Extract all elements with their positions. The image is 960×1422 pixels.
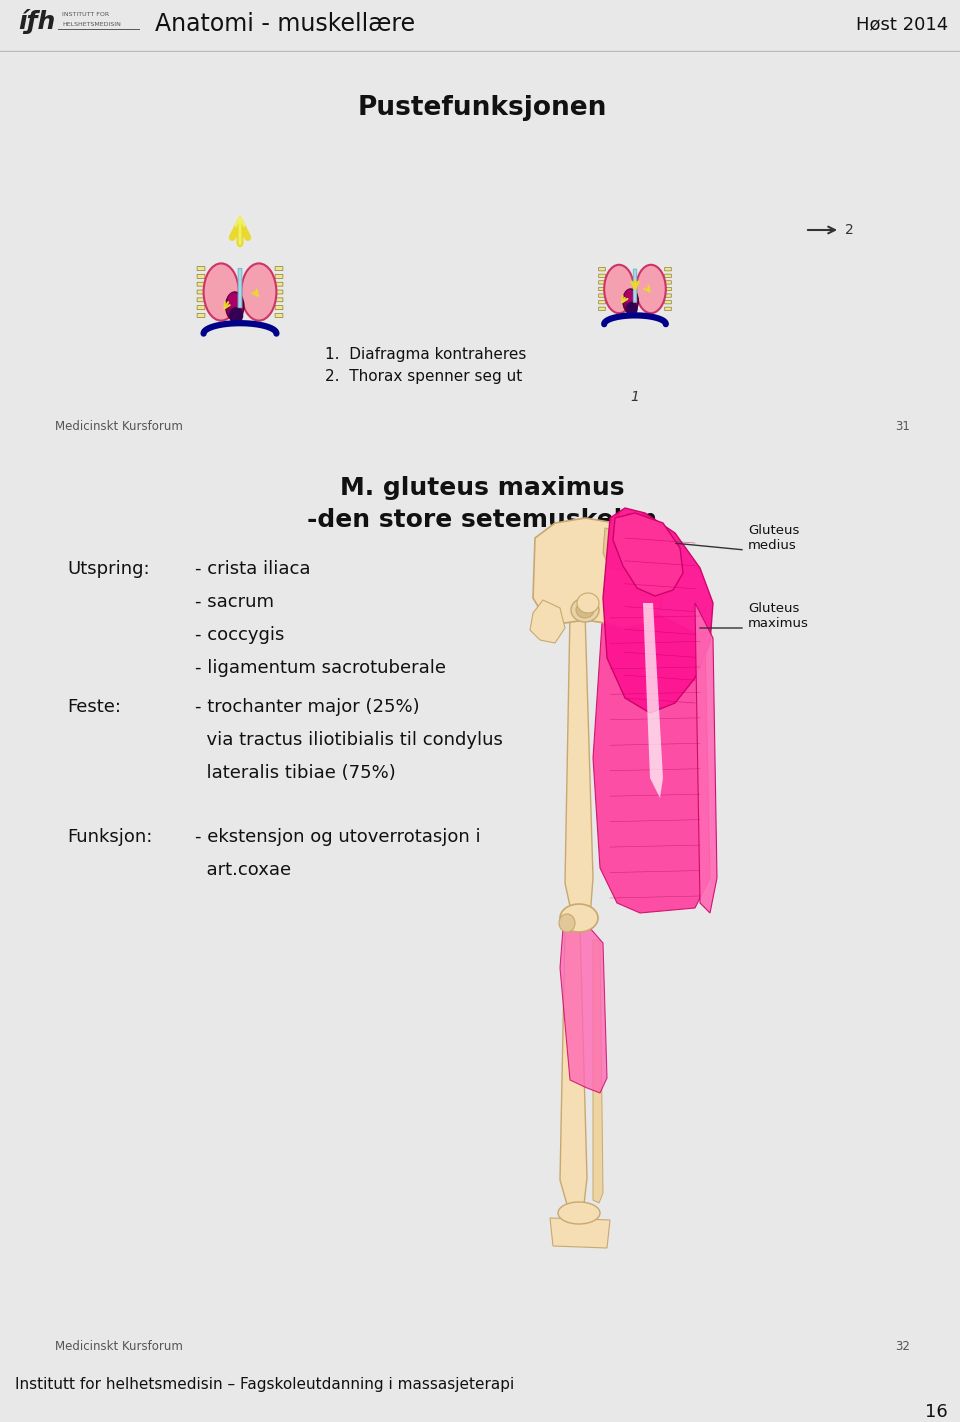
Polygon shape <box>613 513 683 596</box>
Ellipse shape <box>626 301 637 316</box>
Ellipse shape <box>560 904 598 931</box>
FancyBboxPatch shape <box>599 267 606 270</box>
Polygon shape <box>643 603 663 798</box>
Polygon shape <box>603 508 713 712</box>
Text: Pustefunksjonen: Pustefunksjonen <box>357 95 607 121</box>
FancyBboxPatch shape <box>197 297 204 301</box>
Text: 31: 31 <box>895 421 910 434</box>
FancyBboxPatch shape <box>599 280 606 284</box>
Ellipse shape <box>576 602 594 619</box>
FancyBboxPatch shape <box>599 287 606 290</box>
FancyBboxPatch shape <box>664 294 671 297</box>
Text: Gluteus
maximus: Gluteus maximus <box>748 602 809 630</box>
Polygon shape <box>560 929 587 1214</box>
Text: Medicinskt Kursforum: Medicinskt Kursforum <box>55 421 182 434</box>
Text: - crista iliaca: - crista iliaca <box>195 560 310 577</box>
FancyBboxPatch shape <box>197 290 204 294</box>
FancyBboxPatch shape <box>634 269 636 303</box>
Polygon shape <box>695 603 717 913</box>
Text: via tractus iliotibialis til condylus: via tractus iliotibialis til condylus <box>195 731 503 749</box>
Text: - sacrum: - sacrum <box>195 593 274 611</box>
Text: -den store setemuskelen: -den store setemuskelen <box>307 508 657 532</box>
Ellipse shape <box>636 264 666 313</box>
Text: Feste:: Feste: <box>67 698 121 717</box>
Text: HELSHETSMEDISIN: HELSHETSMEDISIN <box>62 21 121 27</box>
Text: lateralis tibiae (75%): lateralis tibiae (75%) <box>195 764 396 782</box>
Text: art.coxae: art.coxae <box>195 860 291 879</box>
FancyBboxPatch shape <box>599 300 606 304</box>
FancyBboxPatch shape <box>599 274 606 277</box>
Polygon shape <box>530 600 565 643</box>
FancyBboxPatch shape <box>276 313 283 317</box>
Ellipse shape <box>625 290 635 304</box>
Text: - coccygis: - coccygis <box>195 626 284 644</box>
Text: Utspring:: Utspring: <box>67 560 150 577</box>
Text: 2: 2 <box>845 223 853 237</box>
Text: 2.  Thorax spenner seg ut: 2. Thorax spenner seg ut <box>325 370 522 384</box>
Polygon shape <box>533 518 665 629</box>
FancyBboxPatch shape <box>238 269 242 307</box>
Text: - ligamentum sacrotuberale: - ligamentum sacrotuberale <box>195 658 446 677</box>
FancyBboxPatch shape <box>197 274 204 279</box>
Ellipse shape <box>228 307 243 324</box>
FancyBboxPatch shape <box>599 307 606 310</box>
FancyBboxPatch shape <box>664 267 671 270</box>
FancyBboxPatch shape <box>197 306 204 310</box>
FancyBboxPatch shape <box>276 274 283 279</box>
FancyBboxPatch shape <box>276 267 283 270</box>
Polygon shape <box>593 593 710 913</box>
FancyBboxPatch shape <box>276 297 283 301</box>
FancyBboxPatch shape <box>197 267 204 270</box>
Text: Institutt for helhetsmedisin – Fagskoleutdanning i massasjeterapi: Institutt for helhetsmedisin – Fagskoleu… <box>15 1376 515 1392</box>
Polygon shape <box>565 613 593 920</box>
Polygon shape <box>603 528 635 570</box>
FancyBboxPatch shape <box>276 282 283 286</box>
Ellipse shape <box>226 292 244 320</box>
FancyBboxPatch shape <box>599 294 606 297</box>
FancyBboxPatch shape <box>664 280 671 284</box>
FancyBboxPatch shape <box>664 287 671 290</box>
FancyBboxPatch shape <box>276 290 283 294</box>
Text: íƒh: íƒh <box>18 10 56 34</box>
FancyBboxPatch shape <box>197 313 204 317</box>
Text: 1: 1 <box>631 390 639 404</box>
Text: 16: 16 <box>925 1404 948 1421</box>
Ellipse shape <box>623 289 638 313</box>
Ellipse shape <box>604 264 634 313</box>
Ellipse shape <box>571 599 599 621</box>
Text: INSTITUTT FOR: INSTITUTT FOR <box>62 11 109 17</box>
Text: Høst 2014: Høst 2014 <box>855 16 948 33</box>
Text: Medicinskt Kursforum: Medicinskt Kursforum <box>55 1340 182 1352</box>
FancyBboxPatch shape <box>664 274 671 277</box>
Text: - trochanter major (25%): - trochanter major (25%) <box>195 698 420 717</box>
Polygon shape <box>593 940 603 1203</box>
Ellipse shape <box>559 914 575 931</box>
FancyBboxPatch shape <box>197 282 204 286</box>
Text: 1.  Diafragma kontraheres: 1. Diafragma kontraheres <box>325 347 526 363</box>
FancyBboxPatch shape <box>664 300 671 304</box>
Text: Gluteus
medius: Gluteus medius <box>748 523 800 552</box>
Ellipse shape <box>228 293 239 310</box>
Ellipse shape <box>241 263 276 320</box>
Text: Funksjon:: Funksjon: <box>67 828 153 846</box>
Polygon shape <box>550 1219 610 1249</box>
FancyBboxPatch shape <box>276 306 283 310</box>
Text: 32: 32 <box>895 1340 910 1352</box>
Text: - ekstensjon og utoverrotasjon i: - ekstensjon og utoverrotasjon i <box>195 828 481 846</box>
Polygon shape <box>560 926 607 1094</box>
Ellipse shape <box>577 593 599 613</box>
Text: Anatomi - muskellære: Anatomi - muskellære <box>155 11 415 36</box>
Ellipse shape <box>558 1202 600 1224</box>
FancyBboxPatch shape <box>664 307 671 310</box>
Text: M. gluteus maximus: M. gluteus maximus <box>340 476 624 501</box>
Ellipse shape <box>204 263 239 320</box>
